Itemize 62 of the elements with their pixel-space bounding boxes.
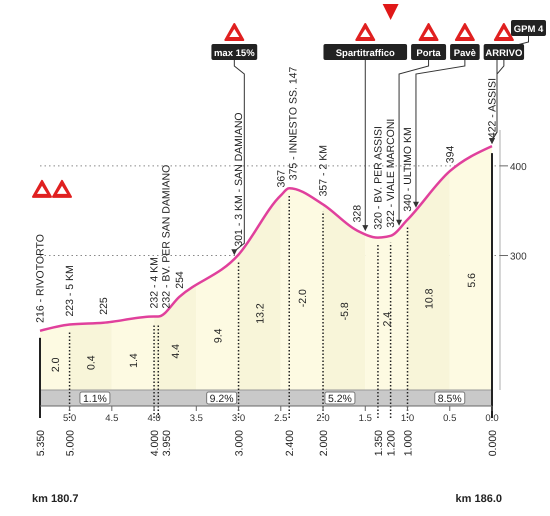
ref-line-label: 3.000 [234, 430, 246, 456]
band-label: 13.2 [254, 303, 267, 324]
data-label: 394 [444, 146, 456, 164]
annotation: max 15% [214, 48, 256, 59]
ref-line-label: 1.000 [402, 430, 415, 456]
data-label: 422 - ASSISI [486, 78, 498, 138]
data-label: 357 - 2 KM [318, 145, 330, 196]
band-label: 1.4 [128, 353, 140, 368]
data-label: 223 - 5 KM [64, 265, 76, 317]
data-label: 232 - 4 KM [148, 257, 161, 308]
ref-line-label: 1.350 [372, 430, 385, 456]
x-tick-label: 1.5 [358, 413, 372, 424]
band-label: 10.8 [424, 288, 436, 309]
ref-line-label: 0.000 [487, 430, 499, 456]
annotation: GPM 4 [514, 24, 544, 35]
data-label: 367 [275, 170, 288, 188]
annotation: 1.1% [82, 393, 107, 405]
x-tick-label: 0.0 [485, 413, 499, 424]
ref-line-label: 1.200 [386, 430, 398, 456]
x-tick-label: 1.0 [400, 413, 414, 424]
x-tick-label: 3.0 [232, 413, 246, 424]
x-tick-label: 2.0 [316, 413, 330, 424]
annotation: Spartitraffico [336, 48, 396, 59]
y-tick-label: 300 [510, 252, 528, 263]
data-label: 340 - ULTIMO KM [402, 127, 414, 212]
x-tick-label: 0.5 [443, 413, 456, 424]
band-label: -2.0 [296, 288, 309, 308]
ref-line-label: 2.000 [318, 430, 330, 456]
data-label: 216 - RIVOTORTO [34, 234, 46, 323]
data-label: 225 [98, 297, 110, 315]
data-label: 232 - BV. PER SAN DAMIANO [160, 164, 173, 308]
band-label: -5.8 [339, 302, 352, 320]
ref-line-label: 2.400 [284, 430, 296, 456]
data-label: 320 - BV. PER ASSISI [372, 126, 384, 230]
x-tick-label: 2.5 [274, 413, 288, 424]
band-label: 0.4 [86, 355, 98, 370]
annotation: Pavè [454, 48, 476, 59]
data-label: 322 - VIALE MARCONI [385, 118, 398, 228]
band-label: 2.0 [50, 357, 62, 372]
annotation: 5.2% [328, 393, 352, 405]
x-tick-label: 4.0 [147, 413, 161, 424]
data-label: 375 - INNESTO SS. 147 [287, 66, 300, 180]
band-label: 9.4 [212, 328, 224, 344]
x-tick-label: 5.0 [62, 413, 76, 424]
ref-line-label: 4.000 [149, 430, 162, 456]
annotation: 8.5% [438, 393, 462, 405]
x-tick-label: 3.5 [190, 413, 203, 424]
data-label: 254 [174, 271, 186, 289]
ref-line-label: 5.000 [64, 430, 77, 456]
band-label: 5.6 [466, 272, 478, 288]
ref-line-label: 5.350 [35, 430, 47, 456]
band-label: 4.4 [170, 344, 182, 359]
y-tick-label: 400 [510, 162, 528, 173]
annotation: ARRIVO [485, 48, 522, 59]
data-label: 328 [351, 204, 364, 222]
x-tick-label: 4.5 [105, 413, 118, 424]
annotation: 9.2% [210, 393, 234, 405]
data-label: 301 - 3 KM - SAN DAMIANO [233, 112, 246, 247]
text: km 180.7 [32, 493, 78, 505]
ref-line-label: 3.950 [161, 430, 174, 456]
text: km 186.0 [456, 493, 502, 505]
annotation: Porta [416, 48, 442, 59]
